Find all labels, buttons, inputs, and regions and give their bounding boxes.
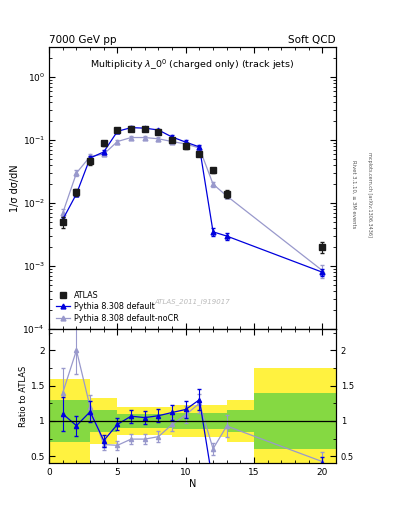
Text: mcplots.cern.ch [arXiv:1306.3436]: mcplots.cern.ch [arXiv:1306.3436] — [367, 152, 372, 237]
Text: Rivet 3.1.10, ≥ 3M events: Rivet 3.1.10, ≥ 3M events — [351, 160, 356, 229]
Bar — [63, 400, 90, 442]
Bar — [145, 414, 172, 428]
Bar — [145, 407, 172, 435]
Bar — [118, 414, 145, 428]
Bar — [254, 368, 336, 474]
Text: ATLAS_2011_I919017: ATLAS_2011_I919017 — [155, 298, 230, 305]
Text: Soft QCD: Soft QCD — [288, 34, 336, 45]
Text: 7000 GeV pp: 7000 GeV pp — [49, 34, 117, 45]
Bar — [49, 378, 63, 463]
Bar — [90, 398, 118, 443]
Bar — [172, 404, 199, 437]
Bar — [199, 413, 227, 429]
X-axis label: N: N — [189, 479, 196, 489]
Bar — [199, 404, 227, 437]
Legend: ATLAS, Pythia 8.308 default, Pythia 8.308 default-noCR: ATLAS, Pythia 8.308 default, Pythia 8.30… — [53, 288, 181, 325]
Bar — [118, 407, 145, 435]
Y-axis label: Ratio to ATLAS: Ratio to ATLAS — [19, 366, 28, 427]
Bar — [49, 400, 63, 442]
Bar — [227, 400, 254, 442]
Y-axis label: 1/σ dσ/dN: 1/σ dσ/dN — [10, 164, 20, 212]
Bar — [172, 413, 199, 429]
Bar — [227, 410, 254, 432]
Bar — [254, 393, 336, 449]
Bar — [90, 410, 118, 432]
Text: Multiplicity $\lambda\_0^0$ (charged only) (track jets): Multiplicity $\lambda\_0^0$ (charged onl… — [90, 57, 295, 72]
Bar — [63, 378, 90, 463]
